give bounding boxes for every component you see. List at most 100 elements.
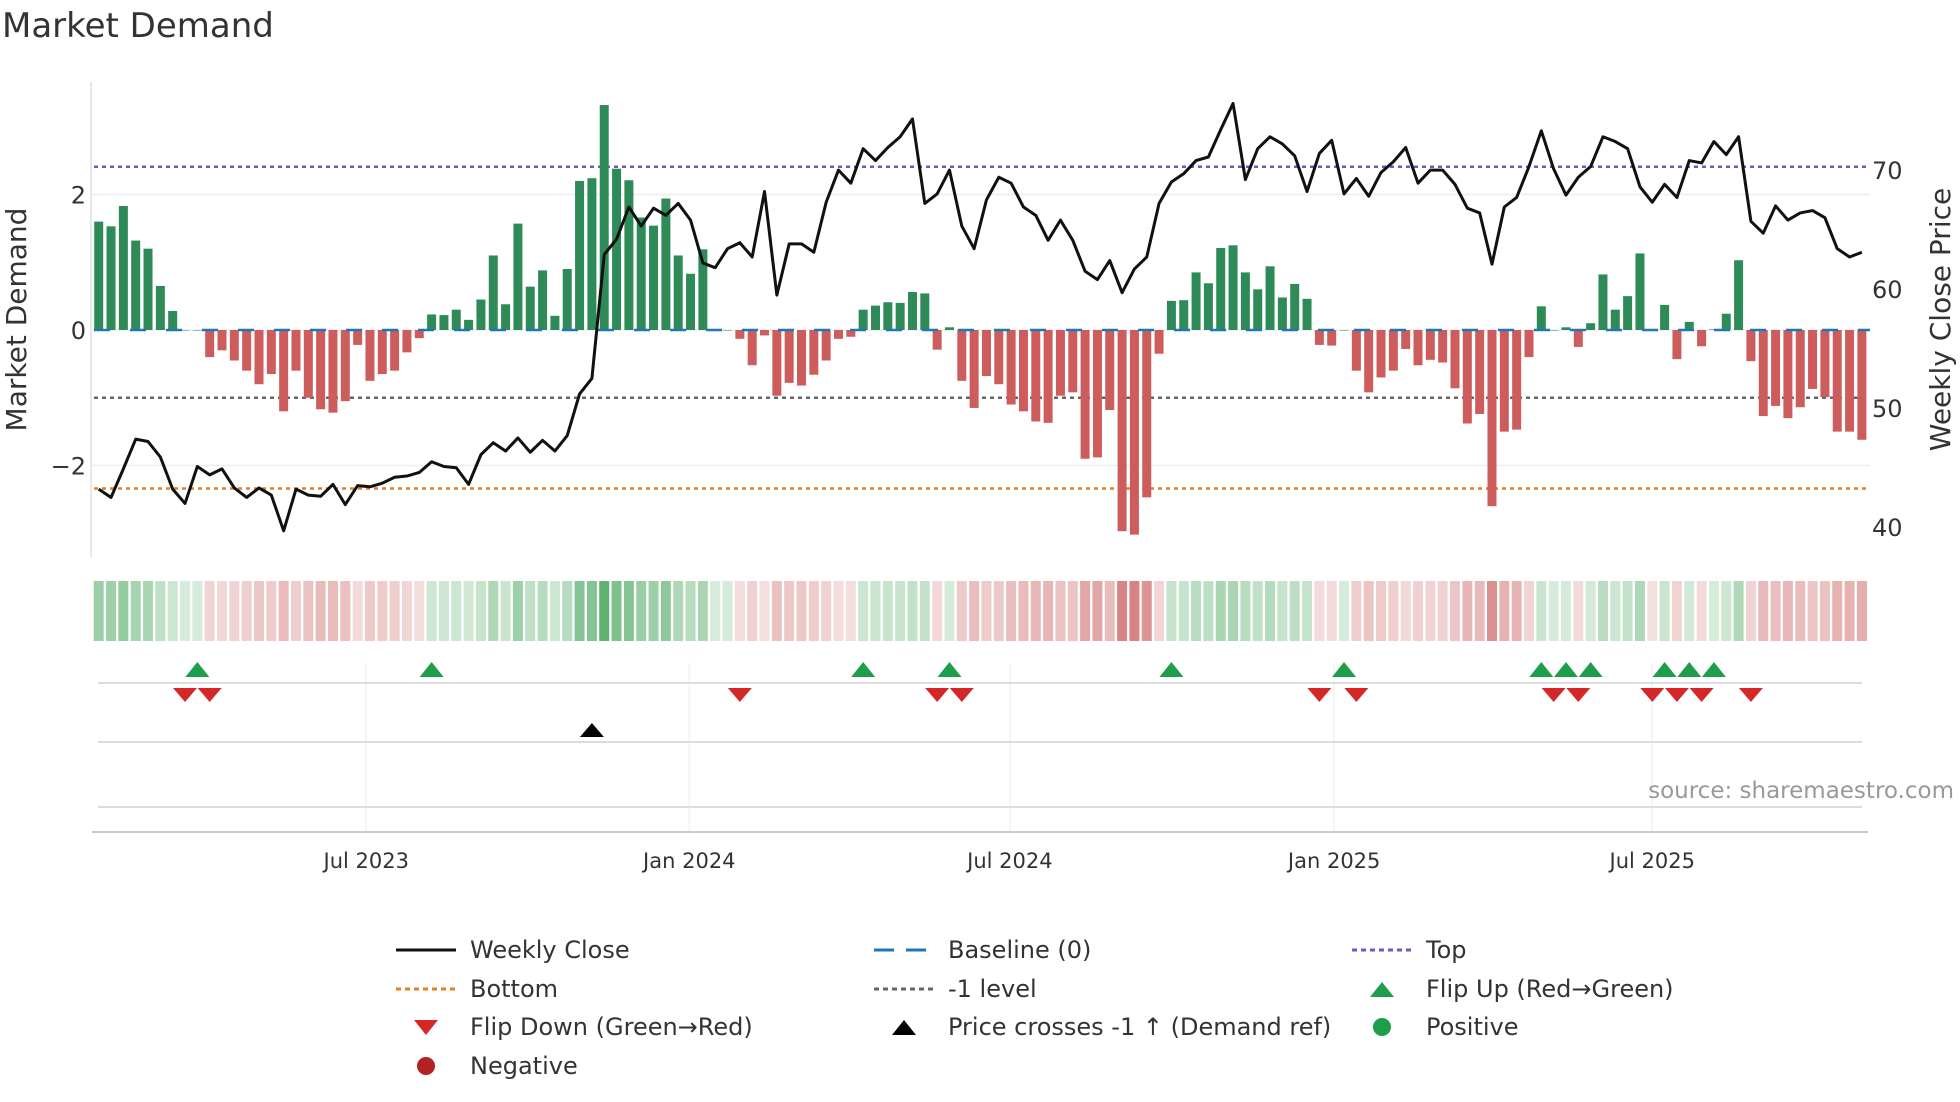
legend-bottom[interactable]: Bottom [396, 975, 558, 1003]
legend-top[interactable]: Top [1352, 936, 1467, 964]
heat-strip-cell [1141, 581, 1152, 641]
legend-label: Weekly Close [470, 936, 630, 964]
demand-bar [1179, 300, 1189, 331]
y2-tick-label: 70 [1872, 157, 1903, 185]
legend-flip-down[interactable]: Flip Down (Green→Red) [396, 1013, 753, 1041]
heat-strip-cell [1351, 581, 1362, 641]
heat-strip-cell [1302, 581, 1313, 641]
heat-strip-cell [180, 581, 191, 641]
legend-positive[interactable]: Positive [1352, 1013, 1519, 1041]
heat-strip-cell [1807, 581, 1818, 641]
heat-strip-cell [1647, 581, 1658, 641]
demand-bar [1734, 260, 1744, 331]
heat-strip-cell [377, 581, 388, 641]
demand-bar [476, 299, 486, 331]
heat-strip-cell [1585, 581, 1596, 641]
demand-bar [1549, 330, 1559, 331]
heat-strip-cell [1191, 581, 1202, 641]
legend-label: Negative [470, 1052, 578, 1080]
heat-strip-cell [1018, 581, 1029, 641]
heat-strip-cell [525, 581, 536, 641]
demand-bar [649, 225, 659, 331]
demand-bar [612, 168, 622, 331]
heat-strip-cell [944, 581, 955, 641]
flip-down-marker [1566, 688, 1591, 702]
heat-strip-cell [1252, 581, 1263, 641]
heat-strip-cell [1795, 581, 1806, 641]
demand-bar [994, 330, 1004, 385]
demand-bar [797, 330, 807, 386]
demand-bar [575, 180, 585, 331]
dotted-line-icon [1352, 948, 1412, 952]
flip-up-marker [1332, 662, 1357, 677]
heat-strip-cell [1462, 581, 1473, 641]
legend-negative[interactable]: Negative [396, 1052, 578, 1080]
demand-bar [1327, 330, 1337, 346]
legend-price-cross[interactable]: Price crosses -1 ↑ (Demand ref) [874, 1013, 1331, 1041]
heat-strip-cell [673, 581, 684, 641]
legend-label: Positive [1426, 1013, 1519, 1041]
heat-strip-cell [1178, 581, 1189, 641]
demand-bar [1561, 327, 1571, 331]
legend-weekly-close[interactable]: Weekly Close [396, 936, 630, 964]
heat-strip-cell [784, 581, 795, 641]
demand-bar [1721, 313, 1731, 331]
demand-bar [1746, 330, 1756, 362]
heat-strip-cell [956, 581, 967, 641]
demand-bar [1117, 330, 1127, 532]
demand-bar [1080, 330, 1090, 459]
heat-strip-cell [1043, 581, 1054, 641]
demand-bar [143, 248, 153, 331]
demand-bar [698, 249, 708, 331]
demand-bar [414, 330, 424, 339]
dashed-line-icon [874, 948, 934, 952]
flip-down-marker [925, 688, 950, 702]
heat-strip-cell [414, 581, 425, 641]
legend-label: Bottom [470, 975, 559, 1003]
demand-bar [1684, 321, 1694, 331]
demand-bar [1018, 330, 1028, 412]
demand-bar [969, 330, 979, 408]
demand-bar [402, 330, 412, 353]
demand-bar [1610, 309, 1620, 331]
heat-strip-cell [241, 581, 252, 641]
demand-bar [1290, 283, 1300, 331]
legend-baseline[interactable]: Baseline (0) [874, 936, 1091, 964]
heat-strip-cell [981, 581, 992, 641]
flip-up-marker [419, 662, 444, 677]
heat-strip-cell [845, 581, 856, 641]
demand-bar [1240, 272, 1250, 331]
demand-bar [1265, 266, 1275, 331]
heat-strip-cell [1770, 581, 1781, 641]
heat-strip-cell [1548, 581, 1559, 641]
flip-down-marker [1307, 688, 1332, 702]
heat-strip-cell [290, 581, 301, 641]
demand-bar [180, 330, 190, 331]
demand-bar [94, 221, 104, 331]
demand-bar [1783, 330, 1793, 419]
heat-strip-cell [1314, 581, 1325, 641]
heat-strip-cell [537, 581, 548, 641]
demand-bar [513, 223, 523, 331]
demand-bar [1709, 329, 1719, 331]
demand-bar [883, 302, 893, 331]
heat-strip-cell [858, 581, 869, 641]
demand-bar [242, 330, 252, 371]
demand-bar [1512, 330, 1522, 430]
heat-strip-cell [1117, 581, 1128, 641]
heat-strip-cell [1376, 581, 1387, 641]
heat-strip-cell [919, 581, 930, 641]
demand-bar [1499, 330, 1509, 432]
demand-bar [858, 309, 868, 331]
heat-strip-cell [697, 581, 708, 641]
demand-bar [1277, 297, 1287, 331]
heat-strip-cell [451, 581, 462, 641]
demand-bar [1203, 283, 1213, 331]
heat-strip-cell [1055, 581, 1066, 641]
legend-minus1[interactable]: -1 level [874, 975, 1037, 1003]
heat-strip-cell [1203, 581, 1214, 641]
heat-strip-cell [143, 581, 154, 641]
heat-strip-cell [130, 581, 141, 641]
legend-flip-up[interactable]: Flip Up (Red→Green) [1352, 975, 1674, 1003]
demand-bar [1425, 330, 1435, 360]
